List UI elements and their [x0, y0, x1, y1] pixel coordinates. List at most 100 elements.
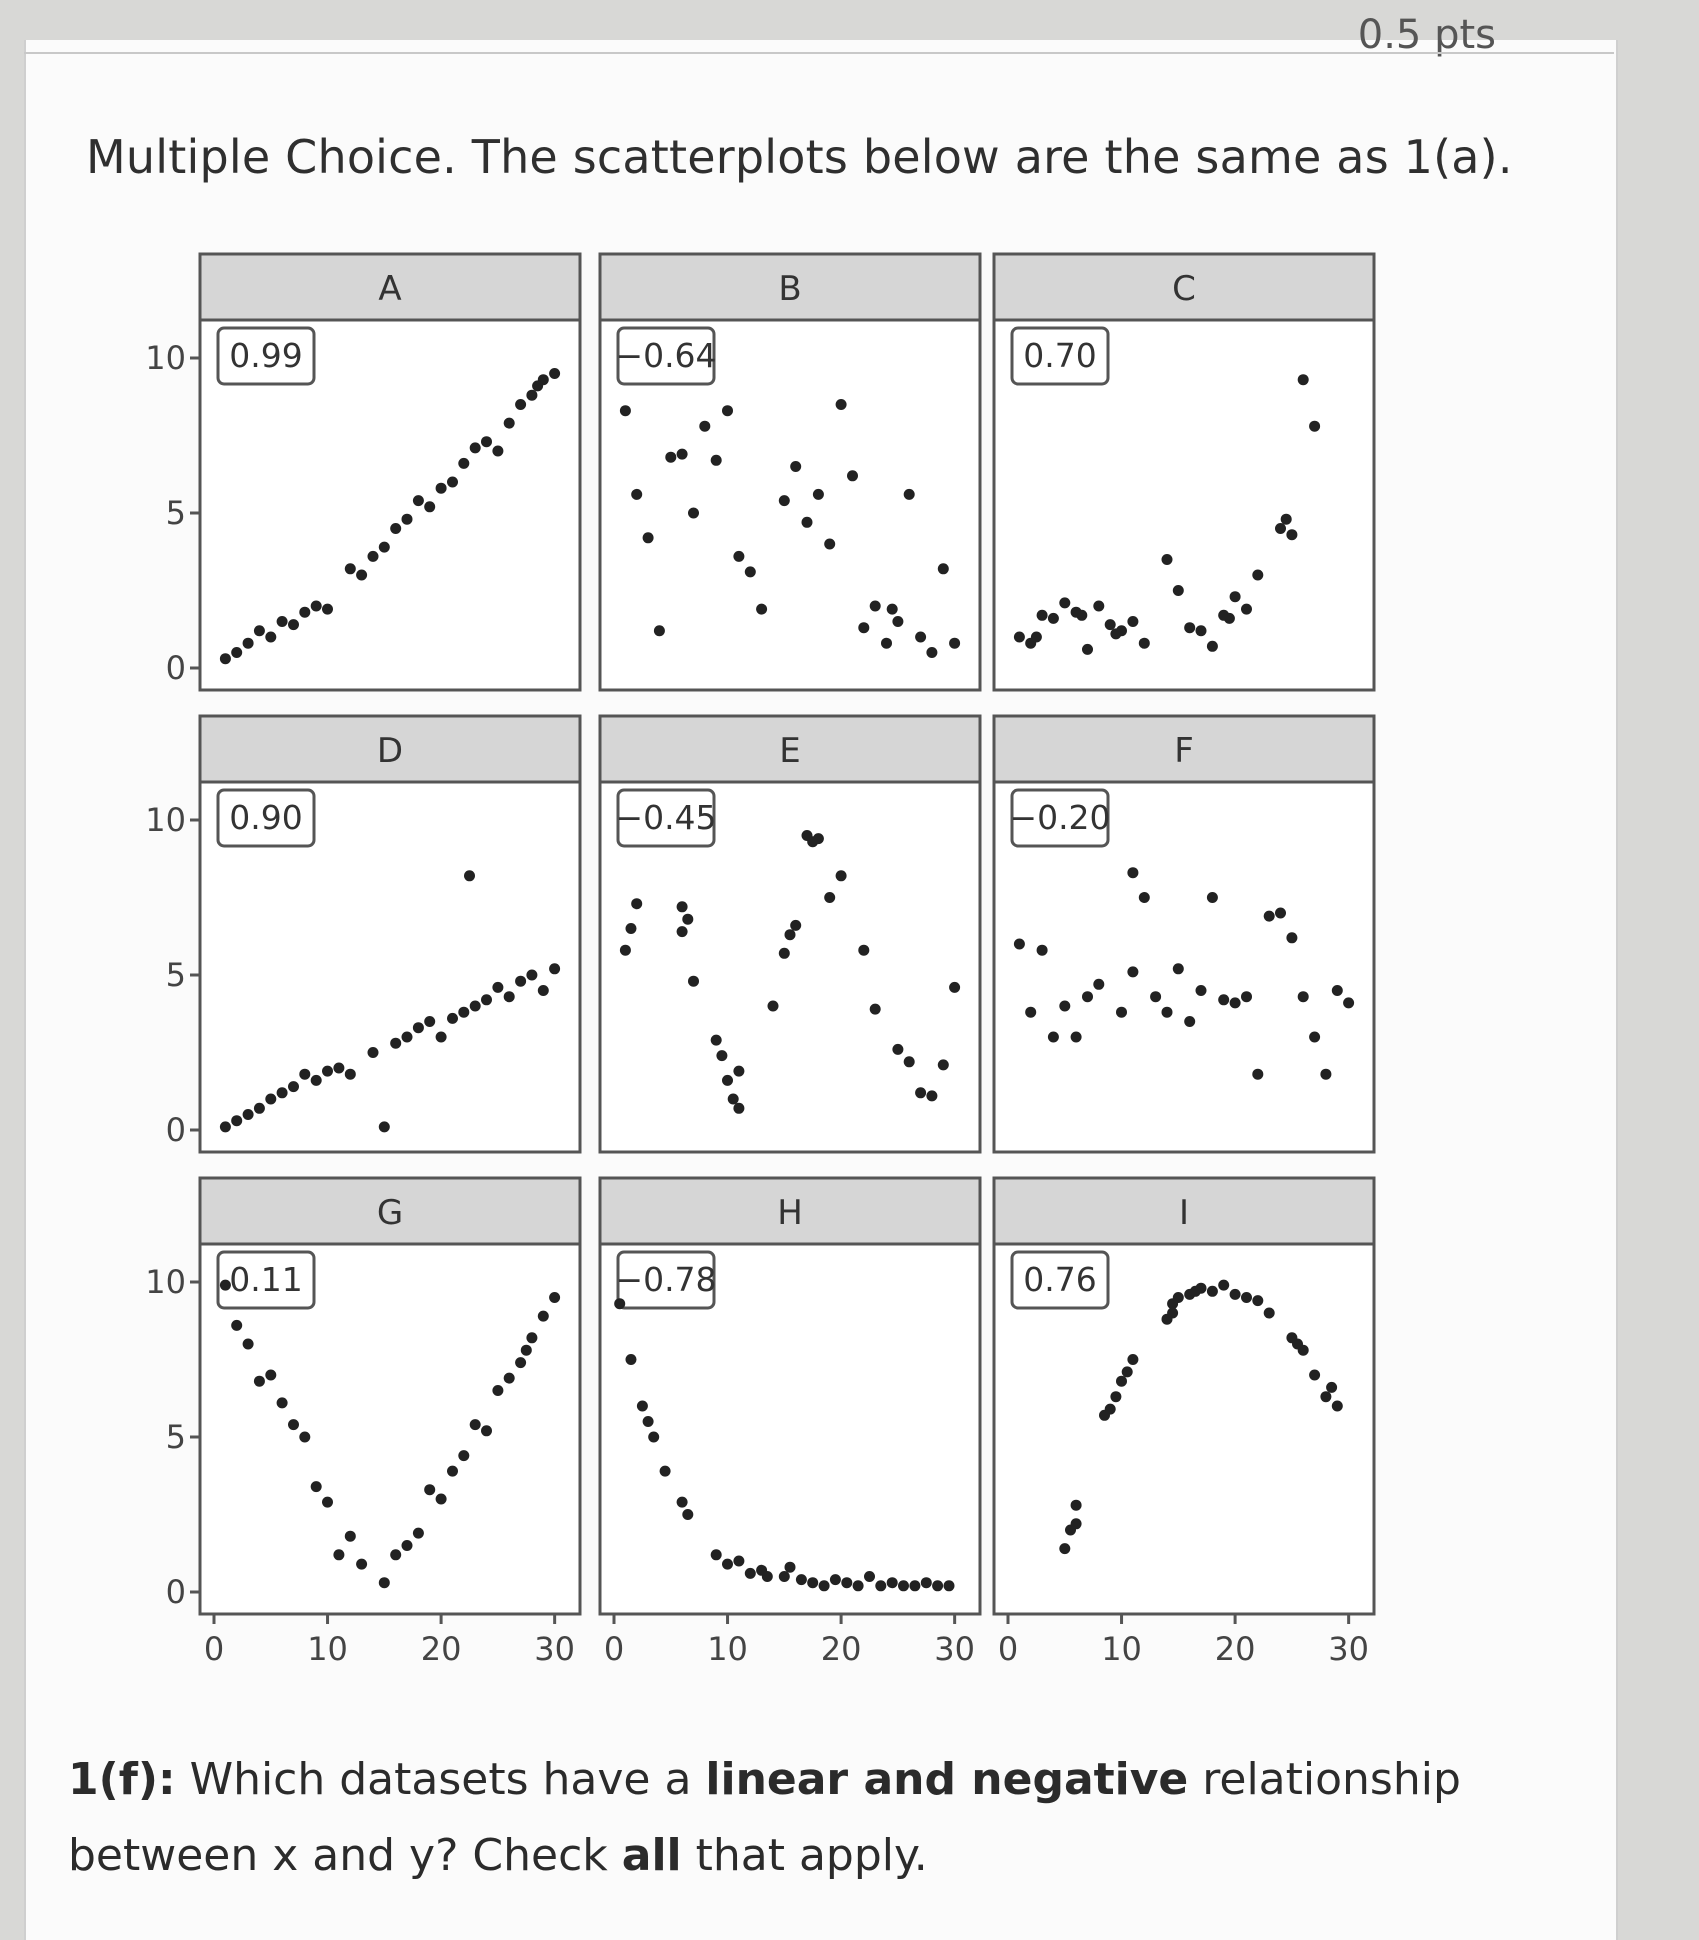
- data-point: [1263, 910, 1275, 922]
- correlation-box: [616, 326, 716, 386]
- data-point: [812, 833, 824, 845]
- data-point: [1252, 1295, 1264, 1307]
- y-tick-label: 5: [166, 1418, 186, 1456]
- data-point: [219, 1279, 231, 1291]
- correlation-box: [1010, 1250, 1110, 1310]
- data-point: [520, 1344, 532, 1356]
- correlation-value: −0.78: [615, 1260, 716, 1299]
- correlation-box: [1010, 326, 1110, 386]
- data-point: [619, 405, 631, 417]
- panel-title: C: [1172, 269, 1196, 309]
- data-point: [378, 541, 390, 553]
- data-point: [807, 1577, 819, 1589]
- data-point: [447, 1465, 458, 1477]
- data-point: [937, 1059, 949, 1071]
- data-point: [412, 495, 424, 507]
- y-tick-label: 5: [166, 956, 186, 994]
- data-point: [1263, 1307, 1275, 1319]
- data-point: [526, 389, 538, 401]
- data-point: [515, 1357, 527, 1369]
- data-point: [424, 501, 436, 513]
- data-point: [253, 1102, 265, 1114]
- data-point: [1309, 420, 1321, 432]
- data-point: [790, 919, 802, 931]
- data-point: [1229, 591, 1241, 603]
- data-point: [858, 944, 870, 956]
- data-point: [1218, 1279, 1230, 1291]
- data-point: [722, 1558, 733, 1570]
- correlation-box: [616, 788, 716, 848]
- prompt-text: Multiple Choice. The scatterplots below …: [86, 130, 1513, 184]
- data-point: [659, 1465, 671, 1477]
- data-point: [344, 563, 356, 575]
- data-point: [481, 994, 492, 1006]
- panel-a: A 0.99 0 5 10: [145, 252, 582, 692]
- data-point: [1138, 637, 1150, 649]
- data-point: [1127, 867, 1139, 879]
- data-point: [1093, 978, 1105, 990]
- data-point: [1070, 1518, 1082, 1530]
- data-point: [1070, 1499, 1082, 1511]
- data-point: [1326, 1381, 1338, 1393]
- data-point: [242, 637, 254, 649]
- data-point: [322, 603, 333, 615]
- data-point: [265, 1369, 277, 1381]
- x-tick-label: 0: [998, 1630, 1018, 1668]
- data-point: [841, 1577, 853, 1589]
- data-point: [847, 470, 858, 482]
- data-point: [784, 1561, 796, 1573]
- data-point: [492, 981, 504, 993]
- data-point: [1172, 963, 1184, 975]
- x-tick-label: 10: [1101, 1630, 1142, 1668]
- data-point: [367, 550, 379, 562]
- data-point: [886, 1577, 898, 1589]
- data-point: [778, 1571, 790, 1582]
- data-point: [1206, 1285, 1218, 1297]
- data-point: [869, 1003, 881, 1015]
- data-point: [642, 1416, 654, 1427]
- plot-area: [992, 1242, 1376, 1616]
- panel-title: H: [777, 1193, 803, 1233]
- data-point: [503, 991, 515, 1003]
- y-tick-label: 5: [166, 494, 186, 532]
- correlation-value: 0.11: [229, 1260, 302, 1299]
- data-point: [1161, 554, 1173, 565]
- data-point: [614, 1298, 626, 1310]
- data-point: [1070, 1031, 1082, 1043]
- data-point: [631, 488, 643, 500]
- data-point: [829, 1574, 841, 1586]
- data-point: [447, 1012, 458, 1024]
- data-point: [835, 870, 847, 882]
- correlation-value: 0.70: [1023, 336, 1096, 375]
- data-point: [1036, 944, 1048, 956]
- correlation-value: 0.76: [1023, 1260, 1096, 1299]
- data-point: [390, 1037, 402, 1049]
- data-point: [676, 1496, 688, 1508]
- data-point: [333, 1062, 345, 1074]
- data-point: [1297, 991, 1309, 1003]
- data-point: [926, 1090, 938, 1102]
- data-point: [344, 1530, 356, 1542]
- data-point: [767, 1000, 779, 1012]
- data-point: [1241, 1292, 1252, 1303]
- panel-title: I: [1179, 1193, 1189, 1233]
- data-point: [1241, 603, 1252, 615]
- data-point: [1013, 631, 1025, 643]
- data-point: [688, 507, 699, 519]
- data-point: [424, 1016, 436, 1027]
- y-tick-label: 10: [145, 339, 186, 377]
- data-point: [503, 417, 515, 429]
- y-tick-label: 0: [166, 1111, 186, 1149]
- data-point: [1110, 628, 1122, 640]
- question-part2: relationship between x and y? Check: [68, 1754, 1461, 1881]
- data-point: [549, 963, 561, 975]
- correlation-box: [216, 1250, 316, 1310]
- panel-e: E −0.45: [598, 714, 982, 1154]
- data-point: [1110, 1391, 1122, 1403]
- data-point: [1127, 966, 1139, 978]
- data-point: [1104, 619, 1116, 631]
- data-point: [503, 1372, 515, 1384]
- data-point: [1320, 1068, 1332, 1080]
- correlation-value: −0.64: [615, 336, 716, 375]
- data-point: [1127, 616, 1139, 627]
